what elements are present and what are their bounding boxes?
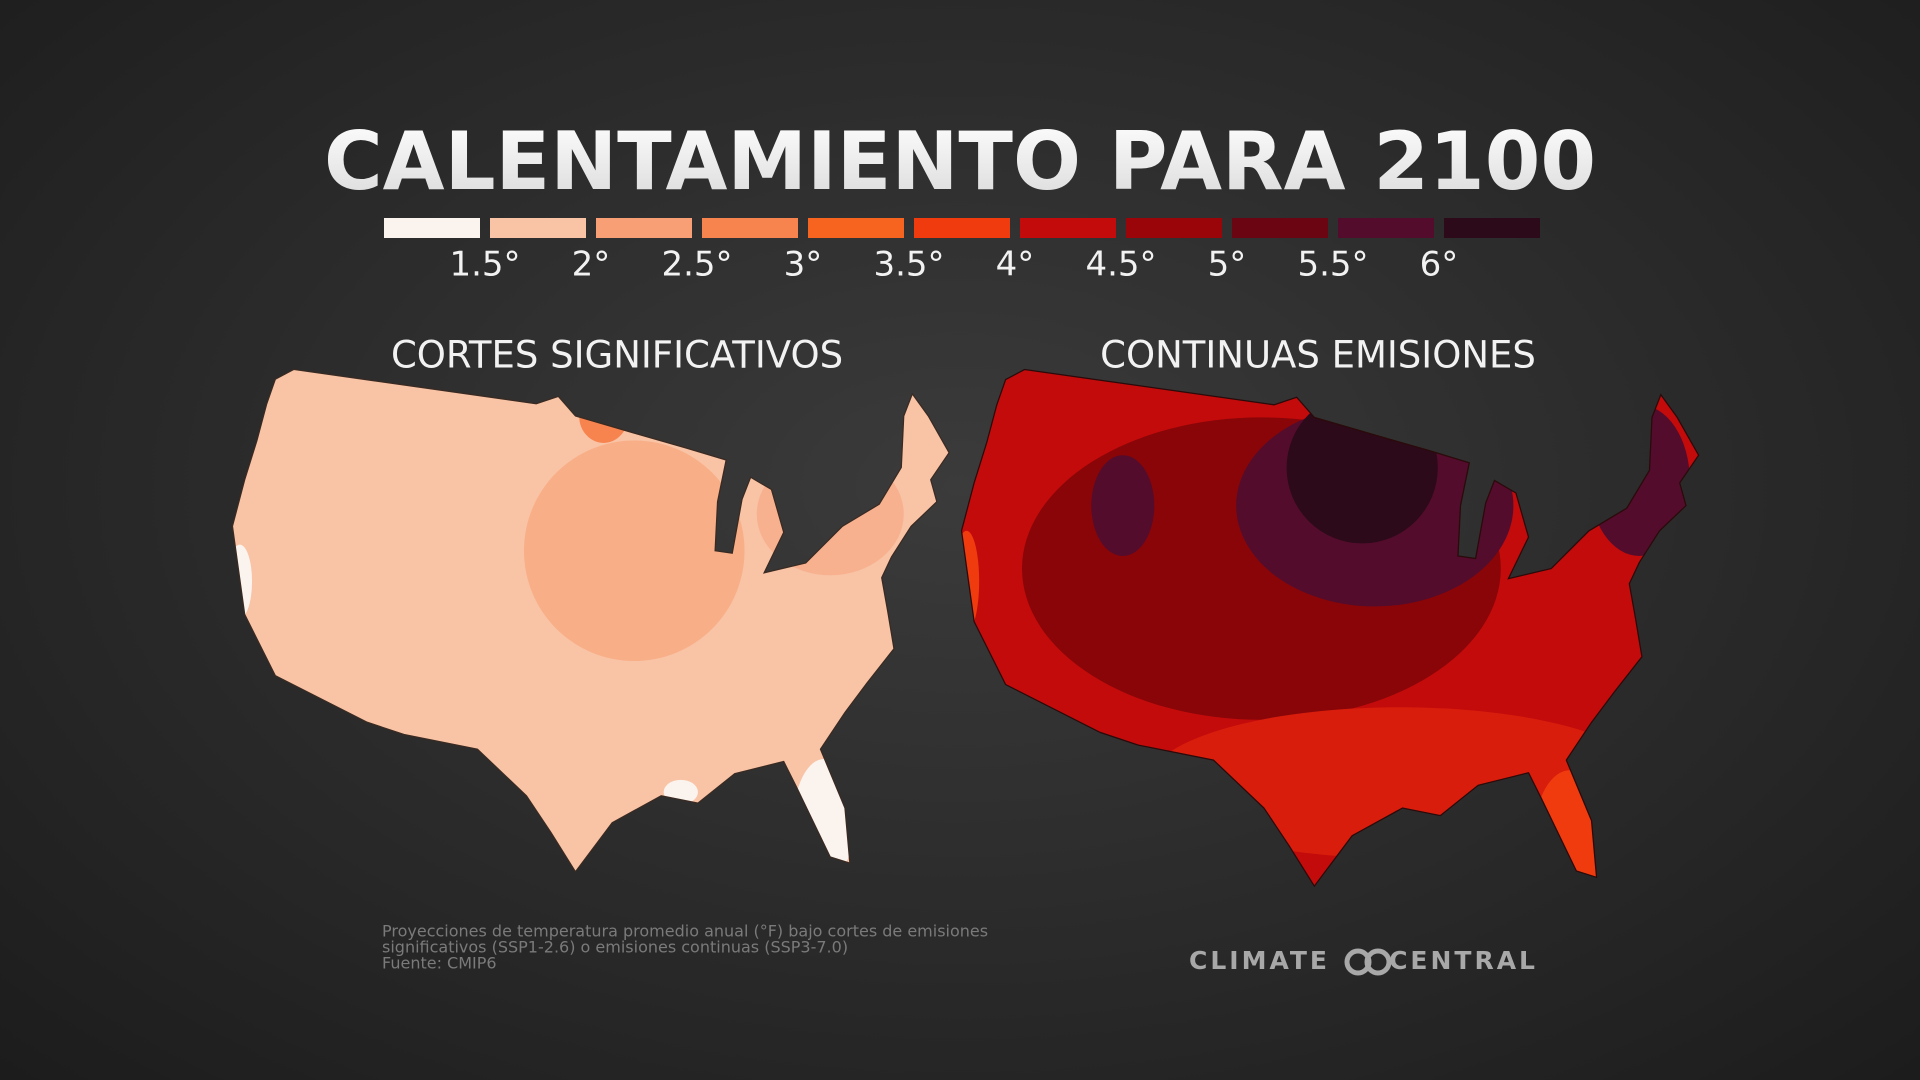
map-low-emissions — [231, 368, 950, 873]
legend-swatch — [1020, 218, 1116, 238]
legend-swatch — [490, 218, 586, 238]
map-high-emissions — [960, 368, 1700, 887]
footnote-line: significativos (SSP1-2.6) o emisiones co… — [382, 938, 848, 957]
brand-left: CLIMATE — [1189, 946, 1330, 975]
legend-swatch — [596, 218, 692, 238]
legend-swatch — [914, 218, 1010, 238]
legend-swatch — [1338, 218, 1434, 238]
brand-logo — [1364, 948, 1392, 976]
footnote-line: Proyecciones de temperatura promedio anu… — [382, 922, 988, 941]
legend-label: 3.5° — [873, 245, 944, 285]
footnote-line: Fuente: CMIP6 — [382, 954, 497, 973]
legend-label: 2° — [572, 245, 611, 285]
legend-swatch — [808, 218, 904, 238]
legend-label: 4° — [996, 245, 1035, 285]
legend-label: 4.5° — [1085, 245, 1156, 285]
legend: 1.5° 2° 2.5° 3° 3.5° 4° 4.5° 5° 5.5° 6° — [384, 218, 1540, 285]
legend-swatch — [1126, 218, 1222, 238]
legend-label: 3° — [784, 245, 823, 285]
legend-label: 2.5° — [661, 245, 732, 285]
legend-label: 6° — [1420, 245, 1459, 285]
legend-label: 5° — [1208, 245, 1247, 285]
map-title: CORTES SIGNIFICATIVOS — [391, 334, 843, 377]
legend-label: 5.5° — [1297, 245, 1368, 285]
brand-right: CENTRAL — [1389, 946, 1538, 975]
title: CALENTAMIENTO PARA 2100 — [324, 115, 1596, 208]
footnote: Proyecciones de temperatura promedio anu… — [382, 922, 988, 973]
legend-label: 1.5° — [449, 245, 520, 285]
legend-swatch — [702, 218, 798, 238]
legend-swatch — [384, 218, 480, 238]
map-title: CONTINUAS EMISIONES — [1100, 334, 1536, 377]
legend-swatch — [1232, 218, 1328, 238]
legend-swatch — [1444, 218, 1540, 238]
brand: CLIMATE CENTRAL — [1189, 946, 1538, 976]
